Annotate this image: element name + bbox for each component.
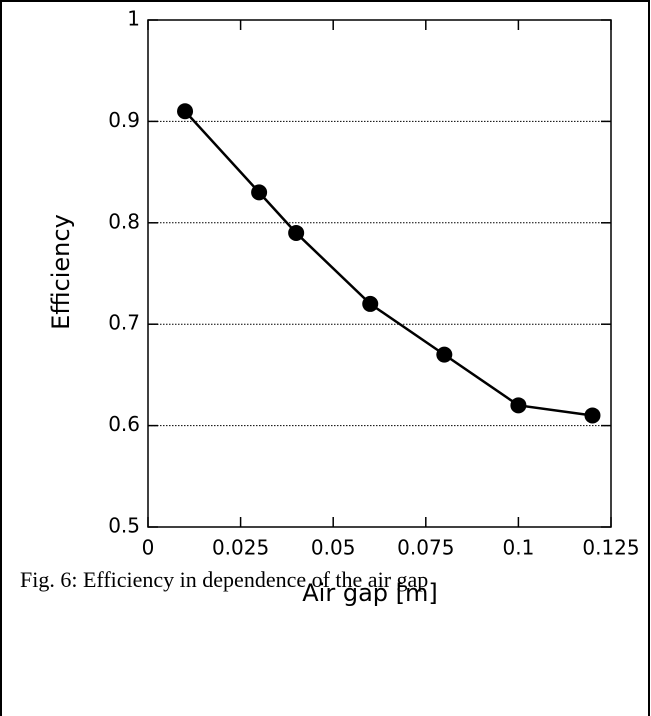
x-tick-label: 0.075: [397, 536, 454, 560]
x-tick-label: 0.125: [582, 536, 639, 560]
x-tick-label: 0.05: [311, 536, 356, 560]
y-tick-label: 1: [127, 7, 140, 31]
point: [177, 103, 194, 120]
y-tick-label: 0.8: [108, 209, 140, 233]
plot-frame: [147, 19, 612, 528]
point: [288, 224, 305, 241]
y-axis-label: Efficiency: [47, 214, 75, 330]
x-tick-label: 0.025: [212, 536, 269, 560]
y-tick-label: 0.7: [108, 311, 140, 335]
x-tick-label: 0.1: [502, 536, 534, 560]
point: [436, 346, 453, 363]
point: [362, 295, 379, 312]
y-tick-label: 0.6: [108, 412, 140, 436]
line: [184, 110, 593, 417]
caption: Fig. 6: Efficiency in dependence of the …: [20, 567, 428, 592]
point: [251, 184, 268, 201]
y-tick-label: 0.5: [108, 514, 140, 538]
x-tick-label: 0: [142, 536, 155, 560]
point: [510, 397, 527, 414]
point: [584, 407, 601, 424]
y-tick-label: 0.9: [108, 108, 140, 132]
x-axis-label: Air gap [m]: [302, 579, 438, 607]
